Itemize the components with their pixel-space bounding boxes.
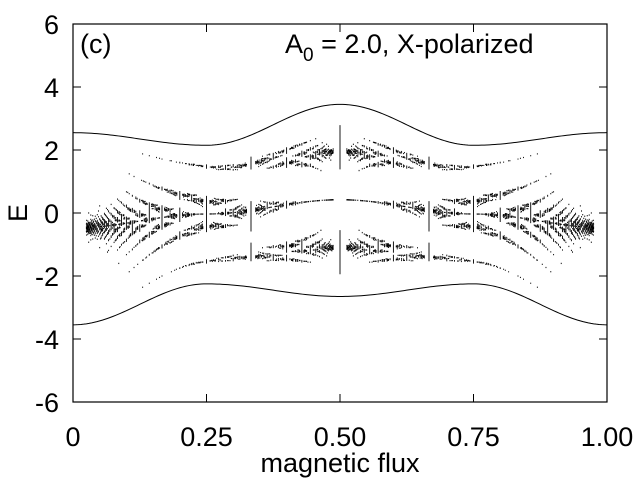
y-tick-label: 0 (44, 199, 59, 229)
y-tick-label: -4 (35, 325, 59, 355)
x-tick-label: 0.75 (447, 422, 500, 452)
upper-envelope-line (72, 103, 608, 146)
plot-frame (72, 23, 608, 403)
y-tick-label: -6 (35, 388, 59, 418)
annotation-prefix: A (285, 29, 303, 59)
y-axis-title: E (3, 204, 33, 222)
annotation-suffix: = 2.0, X-polarized (314, 29, 534, 59)
annotation-text: A0 = 2.0, X-polarized (285, 29, 533, 66)
ticks-layer (72, 23, 608, 403)
panel-label: (c) (80, 29, 111, 59)
annotation-subscript: 0 (303, 45, 314, 66)
lower-envelope-line (72, 283, 608, 326)
x-tick-label: 0.50 (314, 422, 367, 452)
y-tick-label: 6 (44, 10, 59, 40)
data-points-layer (72, 103, 608, 326)
y-tick-label: -2 (35, 262, 59, 292)
y-tick-label: 4 (44, 73, 59, 103)
tick-labels-layer: 0 0.25 0.50 0.75 1.00 6 4 2 0 -2 -4 -6 (35, 10, 633, 452)
x-axis-title: magnetic flux (260, 448, 420, 478)
x-tick-label: 1.00 (581, 422, 634, 452)
y-tick-label: 2 (44, 136, 59, 166)
x-tick-label: 0 (65, 422, 80, 452)
x-tick-label: 0.25 (180, 422, 233, 452)
